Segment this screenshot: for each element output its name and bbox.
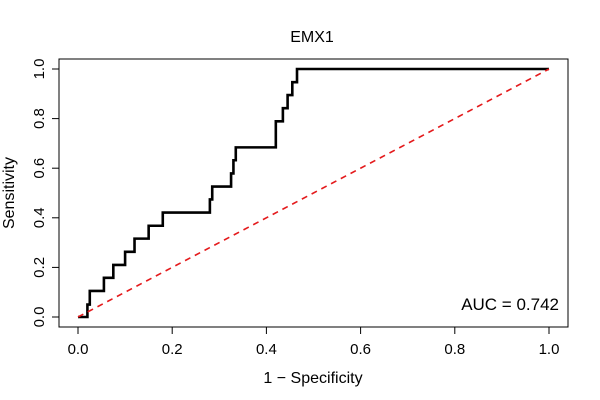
y-axis-label: Sensitivity: [1, 157, 18, 229]
x-tick-label: 0.6: [350, 341, 371, 358]
plot-frame: [58, 58, 569, 328]
x-tick-label: 0.4: [256, 341, 277, 358]
y-tick-label: 0.4: [31, 207, 48, 228]
y-tick-label: 1.0: [31, 59, 48, 80]
y-tick-label: 0.0: [31, 307, 48, 328]
x-tick-label: 0.2: [162, 341, 183, 358]
chart-title: EMX1: [290, 29, 334, 46]
reference-diagonal-line: [77, 68, 550, 318]
auc-annotation: AUC = 0.742: [461, 295, 559, 314]
y-tick-label: 0.8: [31, 108, 48, 129]
x-tick-label: 0.0: [68, 341, 89, 358]
x-tick-label: 0.8: [444, 341, 465, 358]
y-tick-label: 0.6: [31, 158, 48, 179]
roc-curve-line: [78, 67, 549, 319]
y-tick-label: 0.2: [31, 257, 48, 278]
x-tick-label: 1.0: [539, 341, 560, 358]
x-axis-label: 1 − Specificity: [263, 370, 362, 387]
